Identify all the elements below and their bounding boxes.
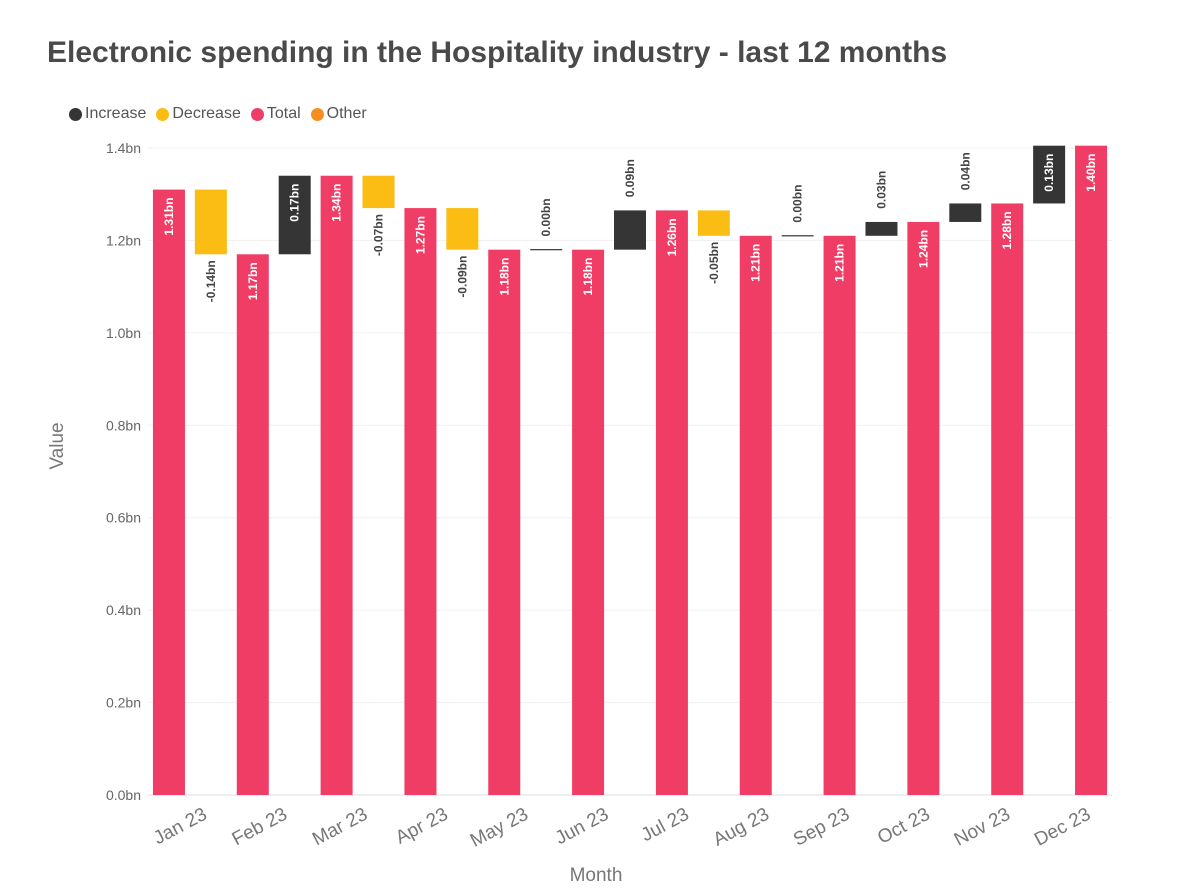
legend-total-dot-icon xyxy=(250,107,264,121)
legend: Increase Decrease Total Other xyxy=(69,104,377,124)
bar-data-label: 1.18bn xyxy=(581,258,595,296)
bar-data-label: -0.07bn xyxy=(372,214,386,256)
bar-data-label: 1.27bn xyxy=(413,216,427,254)
y-tick-label: 0.2bn xyxy=(106,695,141,711)
bar-data-label: 0.17bn xyxy=(288,184,302,222)
legend-decrease-dot-icon xyxy=(156,107,170,121)
y-tick-label: 0.4bn xyxy=(106,602,141,618)
legend-item-other[interactable]: Other xyxy=(310,105,367,123)
bar-data-label: 1.18bn xyxy=(497,258,511,296)
x-tick-label: Dec 23 xyxy=(1031,804,1094,851)
bar-data-label: 1.31bn xyxy=(162,198,176,236)
x-tick-label: Sep 23 xyxy=(790,804,853,851)
legend-item-total[interactable]: Total xyxy=(250,105,301,123)
y-tick-label: 0.6bn xyxy=(106,510,141,526)
x-tick-label: Oct 23 xyxy=(874,804,933,849)
bar-increase[interactable] xyxy=(865,221,898,236)
bar-total[interactable] xyxy=(655,210,688,795)
bar-decrease[interactable] xyxy=(446,208,479,250)
bar-total[interactable] xyxy=(404,208,437,796)
bar-decrease[interactable] xyxy=(697,210,730,236)
bar-data-label: 1.21bn xyxy=(833,244,847,282)
bar-total[interactable] xyxy=(823,235,856,796)
bar-total[interactable] xyxy=(572,249,605,795)
chart-title: Electronic spending in the Hospitality i… xyxy=(47,36,948,69)
legend-increase-dot-icon xyxy=(69,107,82,121)
y-tick-label: 1.0bn xyxy=(106,325,141,341)
x-axis: Jan 23 Feb 23 Mar 23 Apr 23 May 23 Jun 23 Jul … xyxy=(150,804,1094,852)
bar-increase[interactable] xyxy=(278,175,311,255)
bar-data-label: -0.14bn xyxy=(204,260,218,302)
legend-other-dot-icon xyxy=(310,107,324,121)
x-tick-label: Aug 23 xyxy=(710,804,773,851)
bar-decrease[interactable] xyxy=(362,175,395,209)
bars: 1.31bn -0.14bn 1.17bn 0.17bn 1.34bn -0.07bn 1.… xyxy=(152,145,1108,796)
x-tick-label: Apr 23 xyxy=(392,804,451,849)
bar-data-label: 1.34bn xyxy=(330,184,344,222)
bar-data-label: 0.00bn xyxy=(791,185,805,223)
legend-item-increase[interactable]: Increase xyxy=(69,105,146,123)
bar-data-label: 1.21bn xyxy=(749,244,763,282)
y-tick-label: 1.4bn xyxy=(106,140,141,156)
bar-total[interactable] xyxy=(236,254,269,796)
bar-total[interactable] xyxy=(1075,145,1108,796)
bar-data-label: 0.00bn xyxy=(539,198,553,236)
legend-decrease-label: Decrease xyxy=(172,105,241,122)
bar-data-label: 1.24bn xyxy=(916,230,930,268)
bar-data-label: -0.09bn xyxy=(455,256,469,298)
x-tick-label: May 23 xyxy=(467,804,532,852)
bar-increase[interactable] xyxy=(614,210,646,250)
bar-data-label: 1.28bn xyxy=(1000,211,1014,249)
bar-increase[interactable] xyxy=(530,249,563,251)
bar-increase[interactable] xyxy=(1033,145,1066,204)
bar-total[interactable] xyxy=(152,189,185,796)
bar-data-label: 0.13bn xyxy=(1042,154,1056,192)
y-axis-title: Value xyxy=(47,422,68,469)
x-tick-label: Mar 23 xyxy=(309,804,371,850)
legend-increase-label: Increase xyxy=(85,105,147,122)
bar-total[interactable] xyxy=(907,221,940,795)
y-tick-label: 1.2bn xyxy=(106,232,141,248)
bar-total[interactable] xyxy=(991,203,1024,795)
bar-total[interactable] xyxy=(488,249,521,795)
bar-increase[interactable] xyxy=(781,235,814,237)
bar-total[interactable] xyxy=(320,175,353,795)
legend-total-label: Total xyxy=(266,105,301,122)
x-tick-label: Feb 23 xyxy=(229,804,291,850)
bar-decrease[interactable] xyxy=(194,189,227,255)
bar-data-label: 0.09bn xyxy=(623,159,637,197)
bar-data-label: -0.05bn xyxy=(707,242,721,284)
legend-item-decrease[interactable]: Decrease xyxy=(156,105,241,123)
legend-other-label: Other xyxy=(326,105,367,122)
y-tick-label: 0.8bn xyxy=(106,417,141,433)
y-axis: 0.0bn 0.2bn 0.4bn 0.6bn 0.8bn 1.0bn 1.2bn 1.4bn xyxy=(106,140,141,803)
x-tick-label: Jan 23 xyxy=(150,804,210,849)
bar-increase[interactable] xyxy=(949,203,982,222)
x-tick-label: Jun 23 xyxy=(552,804,612,849)
bar-data-label: 1.26bn xyxy=(665,218,679,256)
bar-total[interactable] xyxy=(739,235,772,796)
bar-data-label: 1.17bn xyxy=(246,262,260,300)
y-tick-label: 0.0bn xyxy=(106,787,141,803)
x-axis-title: Month xyxy=(570,865,623,886)
bar-data-label: 0.04bn xyxy=(958,152,972,190)
x-tick-label: Nov 23 xyxy=(951,804,1014,851)
bar-data-label: 1.40bn xyxy=(1084,154,1098,192)
x-tick-label: Jul 23 xyxy=(638,804,693,846)
bar-data-label: 0.03bn xyxy=(874,171,888,209)
